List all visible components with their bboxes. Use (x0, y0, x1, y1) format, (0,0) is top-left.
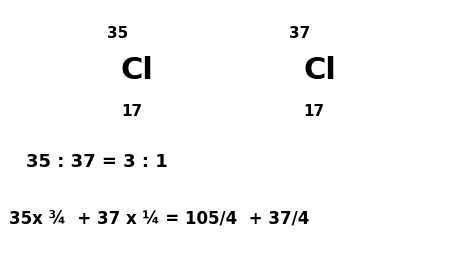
Text: 35x ¾  + 37 x ¼ = 105/4  + 37/4: 35x ¾ + 37 x ¼ = 105/4 + 37/4 (9, 210, 310, 228)
Text: 35: 35 (107, 26, 128, 41)
Text: 37: 37 (289, 26, 310, 41)
Text: 35 : 37 = 3 : 1: 35 : 37 = 3 : 1 (26, 153, 168, 171)
Text: 17: 17 (303, 104, 325, 119)
Text: Cl: Cl (303, 56, 336, 85)
Text: Cl: Cl (121, 56, 154, 85)
Text: 17: 17 (121, 104, 142, 119)
